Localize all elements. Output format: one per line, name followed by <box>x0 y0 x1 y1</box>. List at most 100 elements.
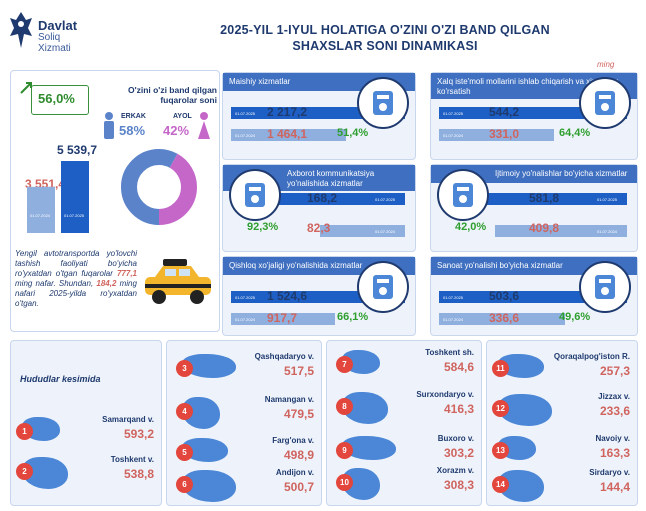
bar-2025-date: 01.07.2025 <box>443 111 464 116</box>
summary-panel: 56,0% 3 551,4 5 539,7 01.07.2024 01.07.2… <box>10 70 220 332</box>
bar-2025-date: 01.07.2025 <box>443 295 464 300</box>
region-value: 517,5 <box>283 364 314 378</box>
eagle-logo-icon <box>10 12 32 48</box>
region-number-13: 13 <box>492 442 509 459</box>
growth-box: 56,0% <box>31 85 89 115</box>
gender-donut-chart <box>121 149 197 225</box>
regions-title: Hududlar kesimida <box>20 374 101 384</box>
region-value: 500,7 <box>283 480 314 494</box>
growth-percent: 64,4% <box>559 127 591 139</box>
male-label: ERKAK <box>121 113 146 120</box>
female-icon <box>198 112 210 139</box>
bar-2024-date: 01.07.2024 <box>30 213 51 218</box>
region-number-4: 4 <box>176 403 193 420</box>
sector-card-1: Maishiy xizmatlar 01.07.2025 01.07.2024 … <box>222 72 416 160</box>
value-2025: 1 524,6 <box>267 289 308 303</box>
page-title: 2025-YIL 1-IYUL HOLATIGA O'ZINI O'ZI BAN… <box>220 23 550 53</box>
bar-2024-date: 01.07.2024 <box>597 229 618 234</box>
sewing-machine-icon <box>437 169 489 221</box>
region-value: 538,8 <box>123 467 154 481</box>
logo-line1: Davlat <box>38 18 78 33</box>
growth-value: 56,0% <box>38 91 75 106</box>
shovel-icon <box>357 261 409 313</box>
value-2024: 1 464,1 <box>267 127 308 141</box>
region-number-10: 10 <box>336 474 353 491</box>
total-2025-value: 5 539,7 <box>57 143 98 157</box>
value-2024: 917,7 <box>267 311 298 325</box>
region-number-14: 14 <box>492 476 509 493</box>
female-label: AYOL <box>173 113 192 120</box>
bar-2025-date: 01.07.2025 <box>64 213 85 218</box>
logo-line2: Soliq Xizmati <box>38 32 71 54</box>
sector-card-4: Ijtimoiy yo'nalishlar bo'yicha xizmatlar… <box>430 164 638 252</box>
region-name: Xorazm v. <box>436 466 474 475</box>
regions-section: Hududlar kesimida 1 Samarqand v. 593,2 2… <box>10 340 638 506</box>
region-name: Namangan v. <box>264 395 314 404</box>
total-bar-chart <box>27 161 89 233</box>
unit-label: ming <box>597 60 615 69</box>
brick-wall-icon <box>579 261 631 313</box>
value-2025: 2 217,2 <box>267 105 308 119</box>
bar-2024-date: 01.07.2024 <box>375 229 396 234</box>
male-share: 58% <box>119 123 146 138</box>
region-name: Andijon v. <box>275 468 314 477</box>
region-number-3: 3 <box>176 360 193 377</box>
region-value: 479,5 <box>283 407 314 421</box>
region-name: Surxondaryo v. <box>416 390 474 399</box>
region-value: 163,3 <box>599 446 630 460</box>
region-value: 593,2 <box>123 427 154 441</box>
region-name: Buxoro v. <box>437 434 474 443</box>
value-2024: 336,6 <box>489 311 520 325</box>
male-icon <box>104 112 114 139</box>
region-number-11: 11 <box>492 360 509 377</box>
bar-2024 <box>495 225 627 237</box>
bar-2024 <box>439 313 565 325</box>
region-number-6: 6 <box>176 476 193 493</box>
bar-2024-date: 01.07.2024 <box>235 317 256 322</box>
region-value: 233,6 <box>599 404 630 418</box>
bar-2025 <box>61 161 89 233</box>
growth-percent: 66,1% <box>337 311 369 323</box>
growth-percent: 42,0% <box>455 221 487 233</box>
value-2024: 331,0 <box>489 127 520 141</box>
logo: Davlat Soliq Xizmati <box>8 6 120 58</box>
bar-2024 <box>231 129 346 141</box>
region-value: 303,2 <box>443 446 474 460</box>
region-value: 584,6 <box>443 360 474 374</box>
sector-card-5: Qishloq xo'jaligi yo'nalishida xizmatlar… <box>222 256 416 336</box>
region-value: 498,9 <box>283 448 314 462</box>
donut-female-slice <box>121 149 197 225</box>
region-number-2: 2 <box>16 463 33 480</box>
bar-2024-date: 01.07.2024 <box>235 133 256 138</box>
taxi-text: Yengil avtotransportda yo'lovchi tashish… <box>15 249 137 308</box>
growth-percent: 92,3% <box>247 221 279 233</box>
plate-cutlery-icon <box>579 77 631 129</box>
bar-2024-date: 01.07.2024 <box>443 133 464 138</box>
bar-2024 <box>231 313 336 325</box>
sector-card-2: Xalq iste'moli mollarini ishlab chiqaris… <box>430 72 638 160</box>
region-name: Toshkent v. <box>110 455 154 464</box>
region-value: 416,3 <box>443 402 474 416</box>
value-2024: 82,3 <box>307 221 331 235</box>
bar-2024 <box>319 225 405 237</box>
female-share: 42% <box>163 123 190 138</box>
region-number-7: 7 <box>336 356 353 373</box>
bar-2025-date: 01.07.2025 <box>235 295 256 300</box>
sector-card-6: Sanoat yo'nalishi bo'yicha xizmatlar 01.… <box>430 256 638 336</box>
growth-arrow-icon <box>20 82 32 94</box>
sector-card-3: Axborot kommunikatsiya yo'nalishida xizm… <box>222 164 416 252</box>
region-name: Qoraqalpog'iston R. <box>553 352 630 361</box>
spray-bottle-icon <box>357 77 409 129</box>
taxi-car-icon <box>145 259 211 304</box>
region-number-5: 5 <box>176 444 193 461</box>
region-name: Jizzax v. <box>598 392 630 401</box>
region-name: Farg'ona v. <box>272 436 314 445</box>
region-name: Toshkent sh. <box>425 348 474 357</box>
region-value: 257,3 <box>599 364 630 378</box>
region-number-12: 12 <box>492 400 509 417</box>
region-number-1: 1 <box>16 423 33 440</box>
laptop-gear-icon <box>229 169 281 221</box>
value-2025: 503,6 <box>489 289 520 303</box>
region-name: Navoiy v. <box>595 434 630 443</box>
value-2025: 581,8 <box>529 191 560 205</box>
